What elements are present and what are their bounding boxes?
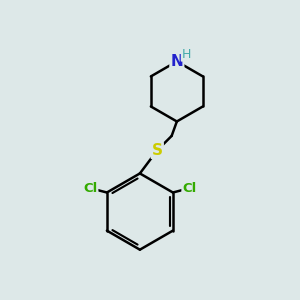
- Text: S: S: [152, 143, 163, 158]
- Text: H: H: [182, 48, 191, 61]
- Text: Cl: Cl: [83, 182, 98, 195]
- Text: N: N: [170, 54, 183, 69]
- Text: Cl: Cl: [182, 182, 197, 195]
